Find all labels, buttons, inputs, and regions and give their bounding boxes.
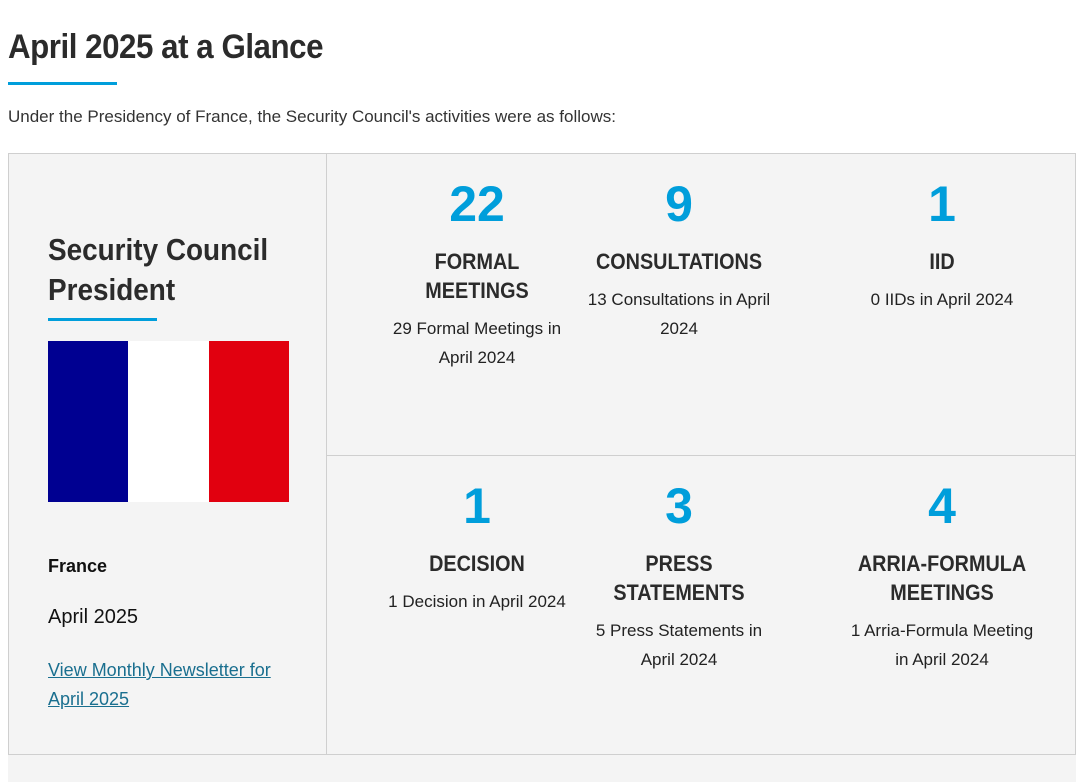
stat-number: 1 [463, 478, 491, 534]
flag-stripe-red [208, 341, 289, 502]
stat-consultations: 9 CONSULTATIONS 13 Consultations in Apri… [579, 174, 779, 343]
stat-decision: 1 DECISION 1 Decision in April 2024 [377, 476, 577, 616]
president-heading-underline [48, 318, 157, 321]
stat-number: 4 [928, 478, 956, 534]
stat-label: CONSULTATIONS [595, 249, 763, 274]
stat-formal-meetings: 22 FORMAL MEETINGS 29 Formal Meetings in… [377, 174, 577, 372]
president-column: Security Council President France April … [9, 154, 327, 754]
flag-stripe-white [128, 341, 209, 502]
stat-label: DECISION [429, 551, 525, 576]
stat-label: ARRIA-FORMULA MEETINGS [857, 551, 1027, 605]
stat-description: 13 Consultations in April 2024 [587, 290, 771, 338]
president-country: France [48, 556, 108, 576]
newsletter-link[interactable]: View Monthly Newsletter for April 2025 [48, 660, 271, 709]
france-flag [48, 341, 289, 502]
president-heading: Security Council President [48, 232, 269, 307]
panel-bottom-strip [8, 755, 1076, 782]
stat-number: 3 [665, 478, 693, 534]
intro-text: Under the Presidency of France, the Secu… [8, 107, 616, 126]
stat-number: 22 [449, 176, 505, 232]
stat-description: 5 Press Statements in April 2024 [595, 621, 763, 669]
page-title: April 2025 at a Glance [8, 28, 324, 66]
stat-description: 29 Formal Meetings in April 2024 [392, 319, 562, 367]
glance-panel: Security Council President France April … [8, 153, 1076, 755]
president-month: April 2025 [48, 606, 139, 628]
stat-label: IID [929, 249, 955, 274]
stat-number: 9 [665, 176, 693, 232]
stat-number: 1 [928, 176, 956, 232]
stat-description: 0 IIDs in April 2024 [870, 290, 1014, 309]
title-underline [8, 82, 117, 85]
stat-press-statements: 3 PRESS STATEMENTS 5 Press Statements in… [579, 476, 779, 674]
stat-label: PRESS STATEMENTS [613, 551, 745, 605]
stat-label: FORMAL MEETINGS [425, 249, 529, 303]
stat-iid: 1 IID 0 IIDs in April 2024 [842, 174, 1042, 314]
stat-arria-formula-meetings: 4 ARRIA-FORMULA MEETINGS 1 Arria-Formula… [842, 476, 1042, 674]
stats-row-divider [327, 455, 1075, 456]
flag-stripe-blue [48, 341, 129, 502]
stats-grid: 22 FORMAL MEETINGS 29 Formal Meetings in… [327, 154, 1075, 754]
stat-description: 1 Decision in April 2024 [388, 592, 566, 611]
stat-description: 1 Arria-Formula Meeting in April 2024 [850, 621, 1034, 669]
